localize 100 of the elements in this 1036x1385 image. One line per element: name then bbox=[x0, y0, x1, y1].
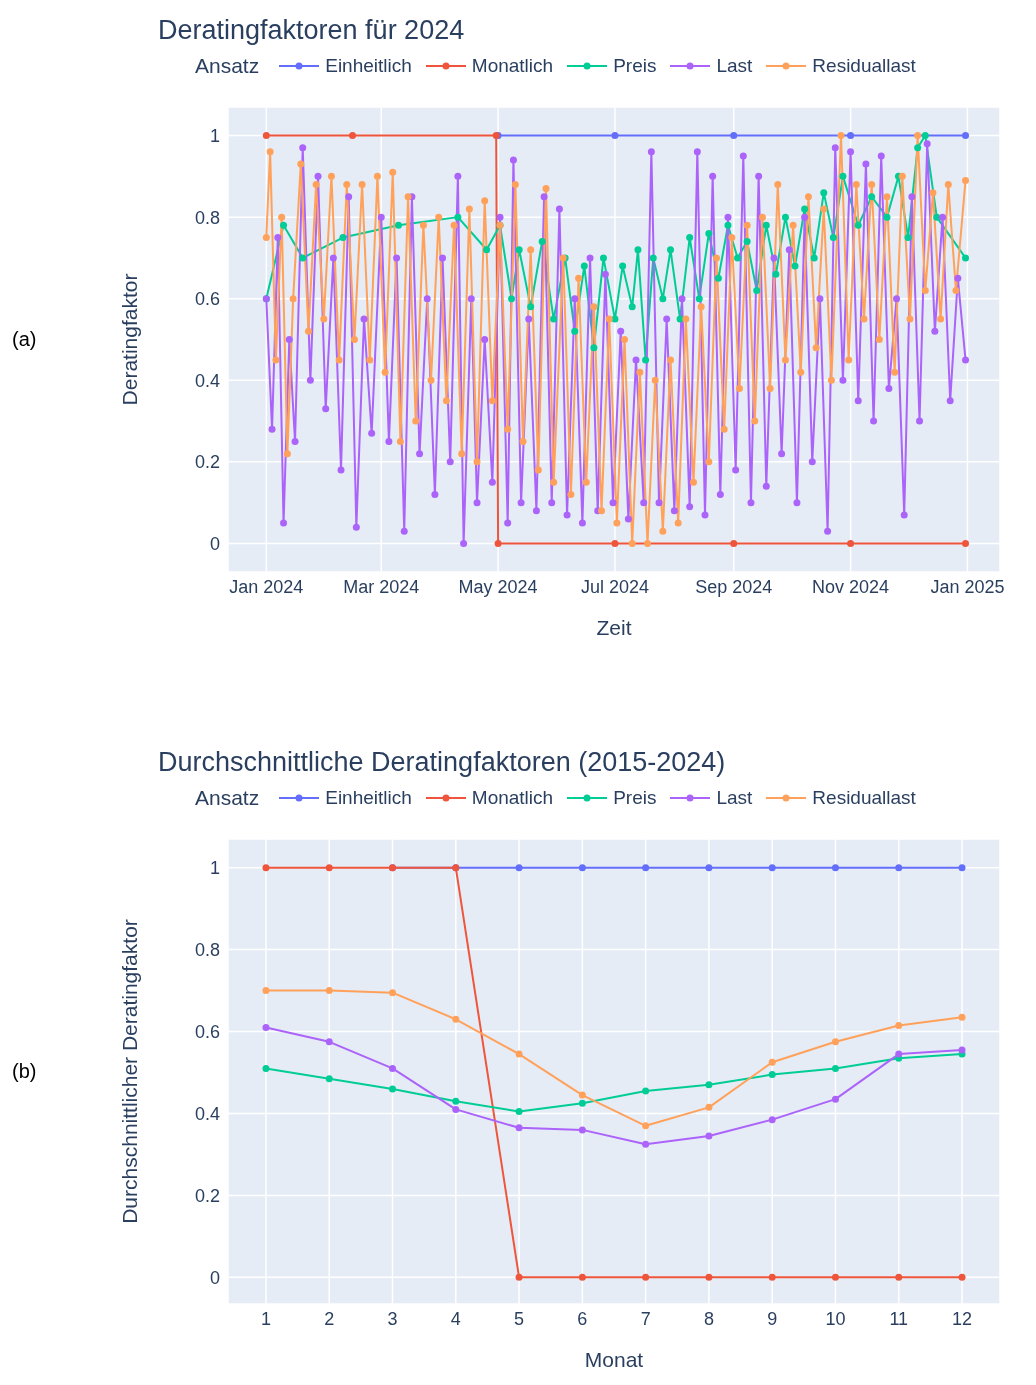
point bbox=[831, 1273, 839, 1281]
point bbox=[642, 1122, 650, 1130]
point bbox=[705, 864, 713, 872]
point bbox=[642, 1087, 650, 1095]
x-tick-label: 2 bbox=[324, 1308, 335, 1329]
x-tick-label: 12 bbox=[952, 1308, 973, 1329]
point bbox=[831, 1095, 839, 1103]
y-tick-label: 0.4 bbox=[194, 370, 220, 391]
point bbox=[262, 987, 270, 995]
point bbox=[262, 864, 270, 872]
point bbox=[730, 539, 738, 547]
x-tick-label: Nov 2024 bbox=[812, 576, 890, 597]
point bbox=[768, 864, 776, 872]
point bbox=[578, 1126, 586, 1134]
point bbox=[642, 1273, 650, 1281]
point bbox=[831, 1064, 839, 1072]
point bbox=[642, 1140, 650, 1148]
legend-label: Monatlich bbox=[471, 787, 554, 809]
point bbox=[571, 327, 579, 335]
point bbox=[578, 1091, 586, 1099]
point bbox=[628, 303, 636, 311]
point bbox=[280, 221, 288, 229]
point bbox=[958, 1013, 966, 1021]
point bbox=[772, 270, 780, 278]
point bbox=[339, 234, 347, 242]
y-tick-label: 0 bbox=[209, 1267, 220, 1288]
text: (b) bbox=[12, 1060, 37, 1083]
x-tick-label: Jan 2025 bbox=[930, 576, 1005, 597]
point bbox=[349, 132, 357, 140]
point bbox=[854, 221, 862, 229]
point bbox=[389, 1064, 397, 1072]
x-tick-label: 7 bbox=[640, 1308, 651, 1329]
y-tick-label: 0.8 bbox=[194, 940, 220, 961]
point bbox=[705, 1132, 713, 1140]
point bbox=[914, 144, 922, 152]
point bbox=[667, 246, 675, 254]
point bbox=[933, 213, 941, 221]
point bbox=[483, 246, 491, 254]
point bbox=[634, 246, 642, 254]
point bbox=[686, 234, 694, 242]
point bbox=[578, 1273, 586, 1281]
point bbox=[895, 1021, 903, 1029]
legend-label: Einheitlich bbox=[325, 55, 412, 77]
y-tick-label: 0.2 bbox=[194, 452, 220, 473]
point bbox=[262, 1064, 270, 1072]
point bbox=[921, 132, 929, 140]
point bbox=[452, 1015, 460, 1023]
x-tick-label: 10 bbox=[825, 1308, 846, 1329]
point bbox=[730, 132, 738, 140]
point bbox=[868, 193, 876, 201]
point bbox=[515, 246, 523, 254]
point bbox=[791, 262, 799, 270]
y-tick-label: 0 bbox=[209, 533, 220, 554]
point bbox=[820, 189, 828, 197]
x-tick-label: 5 bbox=[514, 1308, 525, 1329]
point bbox=[705, 229, 713, 237]
point bbox=[705, 1081, 713, 1089]
point bbox=[883, 213, 891, 221]
point bbox=[781, 213, 789, 221]
legend-title: Ansatz bbox=[195, 786, 260, 810]
point bbox=[705, 1273, 713, 1281]
x-tick-label: 1 bbox=[260, 1308, 271, 1329]
point bbox=[580, 262, 588, 270]
point bbox=[262, 132, 270, 140]
x-tick-label: Jul 2024 bbox=[580, 576, 649, 597]
point bbox=[768, 1273, 776, 1281]
point bbox=[695, 295, 703, 303]
point bbox=[962, 539, 970, 547]
y-axis-title: Durchschnittlicher Deratingfaktor bbox=[118, 919, 142, 1224]
point bbox=[494, 539, 502, 547]
point bbox=[768, 1071, 776, 1079]
y-tick-label: 1 bbox=[209, 125, 220, 146]
y-tick-label: 0.6 bbox=[194, 289, 220, 310]
chart-title: Durchschnittliche Deratingfaktoren (2015-2024) bbox=[157, 746, 727, 779]
point bbox=[578, 864, 586, 872]
point bbox=[389, 1085, 397, 1093]
point bbox=[325, 1075, 333, 1083]
point bbox=[515, 1273, 523, 1281]
point bbox=[839, 172, 847, 180]
point bbox=[394, 221, 402, 229]
point bbox=[262, 1023, 270, 1031]
legend-label: Last bbox=[716, 787, 753, 809]
point bbox=[389, 989, 397, 997]
point bbox=[753, 287, 761, 295]
y-tick-label: 0.4 bbox=[194, 1103, 220, 1124]
point bbox=[642, 356, 650, 364]
point bbox=[299, 254, 307, 262]
y-tick-label: 0.2 bbox=[194, 1185, 220, 1206]
point bbox=[538, 238, 546, 246]
point bbox=[325, 987, 333, 995]
point bbox=[578, 1099, 586, 1107]
point bbox=[895, 864, 903, 872]
point bbox=[325, 864, 333, 872]
x-tick-label: Jan 2024 bbox=[229, 576, 304, 597]
y-tick-label: 1 bbox=[209, 858, 220, 879]
point bbox=[962, 254, 970, 262]
point bbox=[904, 234, 912, 242]
point bbox=[768, 1058, 776, 1066]
point bbox=[515, 1050, 523, 1058]
point bbox=[801, 205, 809, 213]
